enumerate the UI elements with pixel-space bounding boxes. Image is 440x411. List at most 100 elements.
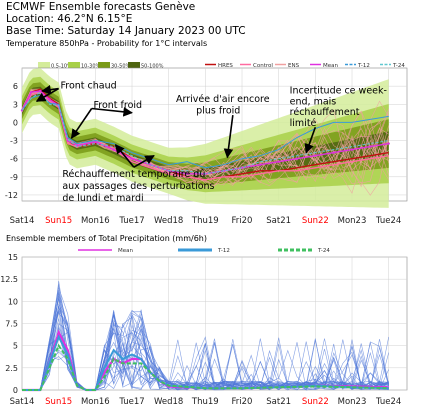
x-tick-label: Thu19 — [191, 216, 219, 226]
x-tick-label: Sat14 — [10, 216, 35, 226]
legend-label-prob: 0.5-10% — [51, 64, 72, 70]
series-line-t-24 — [22, 343, 389, 391]
x-tick-label: Mon23 — [338, 397, 367, 407]
x-tick-label: Fri20 — [232, 216, 253, 226]
annotation-text: Arrivée d'air encore — [176, 94, 270, 105]
legend-label-line: T-12 — [357, 63, 370, 69]
y-tick-label: 0 — [13, 386, 18, 395]
precipitation-chart: 0 2.5 5 7.5 10 12.5 15 Sat14 Sun15 Mon16 Tue17 Wed1… — [0, 253, 408, 407]
x-tick-label: Tue17 — [118, 397, 144, 407]
mean-point — [259, 163, 262, 166]
mean-point — [295, 157, 299, 160]
mean-point — [39, 89, 42, 93]
y-tick-label: 15 — [8, 253, 18, 262]
annotation-arrow — [114, 144, 135, 168]
annotation-text: réchauffement — [290, 107, 360, 118]
legend-swatch-prob — [38, 62, 50, 68]
y-tick-label: 5 — [13, 342, 18, 351]
x-tick-label: Mon23 — [338, 216, 367, 226]
annotation-text: Front froid — [94, 100, 143, 111]
annotation-text: plus froid — [196, 105, 240, 116]
series-line-t-24 — [21, 91, 389, 175]
legend-label-line: Control — [253, 63, 273, 69]
y-tick-label: -12 — [5, 191, 18, 200]
mean-point — [369, 145, 372, 148]
mean-point — [112, 148, 115, 151]
x-tick-label: Mon16 — [81, 216, 110, 226]
x-tick-label: Sat14 — [10, 397, 35, 407]
annotation-arrow — [133, 154, 155, 168]
legend-label-line: T-12 — [217, 248, 230, 254]
x-tick-label: Tue24 — [375, 397, 401, 407]
y-tick-label: 0 — [13, 118, 18, 127]
chart-heading-line3: Base Time: Saturday 14 January 2023 00 U… — [6, 25, 246, 37]
mean-point — [277, 160, 280, 163]
x-tick-label: Mon16 — [81, 397, 110, 407]
chart-heading-line2: Location: 46.2°N 6.15°E — [6, 13, 133, 25]
annotation-arrow — [223, 115, 234, 159]
y-tick-label: 3 — [13, 100, 18, 109]
ensemble-member-line — [21, 90, 389, 185]
temperature-chart-title: Temperature 850hPa - Probability for 1°C… — [6, 39, 208, 48]
temperature-chart: 6 3 0 -3 -6 -9 -12 Sat14 Sun15 Mon16 Tue17 Wed18 Thu… — [5, 67, 408, 226]
series-line-control — [21, 91, 389, 181]
series-line-hres — [21, 88, 389, 181]
x-tick-label: Thu19 — [191, 397, 219, 407]
x-tick-label: Fri20 — [232, 397, 253, 407]
mean-point — [332, 151, 335, 154]
precipitation-chart-title: Ensemble members of Total Precipitation … — [6, 234, 207, 243]
mean-point — [29, 90, 33, 94]
annotation-arrow — [304, 126, 317, 154]
x-tick-label: Wed18 — [154, 216, 183, 226]
annotation-arrow — [35, 87, 60, 102]
mean-point — [185, 172, 189, 175]
annotation-arrow — [41, 84, 59, 95]
legend-label-prob: 10-30% — [81, 64, 101, 70]
legend-swatch-prob — [128, 62, 140, 68]
x-tick-label: Tue24 — [375, 216, 401, 226]
chart-heading-line1: ECMWF Ensemble forecasts Genève — [6, 1, 196, 13]
legend-label-line: Mean — [323, 63, 338, 69]
y-tick-label: -3 — [10, 137, 18, 146]
mean-point — [48, 98, 51, 101]
legend-label-line: ENS — [288, 63, 300, 69]
x-tick-label: Sun22 — [302, 397, 329, 407]
y-tick-label: 7.5 — [5, 320, 18, 329]
y-tick-label: 10 — [8, 297, 18, 306]
mean-point — [387, 142, 390, 145]
x-tick-label: Wed18 — [154, 397, 183, 407]
annotation-text: Front chaud — [61, 81, 117, 92]
annotation-text: Réchauffement temporaire dû — [62, 169, 205, 180]
precipitation-legend: Mean T-12 T-24 — [78, 248, 330, 254]
series-line-t-12 — [21, 94, 389, 169]
legend-label-line: T-24 — [317, 248, 330, 254]
annotation-arrow — [70, 108, 93, 139]
y-tick-label: 6 — [13, 82, 18, 91]
legend-label-line: T-24 — [392, 63, 405, 69]
legend-label-prob: 30-50% — [111, 64, 131, 70]
annotation-text: de lundi et mardi — [62, 193, 143, 204]
annotation-text: limité — [290, 118, 317, 129]
annotation-text: end, mais — [290, 96, 337, 107]
annotation-arrow — [91, 107, 133, 117]
mean-point — [130, 157, 134, 160]
annotation-text: Incertitude ce week- — [290, 85, 387, 96]
x-tick-label: Sun15 — [45, 216, 72, 226]
legend-label-prob: 50-100% — [141, 64, 164, 70]
x-tick-label: Sat21 — [266, 216, 291, 226]
temperature-legend: 0.5-10% 10-30% 30-50% 50-100% HRES Control ENS… — [38, 62, 405, 70]
x-tick-label: Tue17 — [118, 216, 144, 226]
legend-label-line: HRES — [218, 63, 233, 69]
x-tick-label: Sun22 — [302, 216, 329, 226]
y-tick-label: -6 — [10, 155, 18, 164]
legend-swatch-prob — [68, 62, 80, 68]
y-tick-label: 12.5 — [0, 275, 18, 284]
legend-label-line: Mean — [118, 248, 133, 254]
x-tick-label: Sun15 — [45, 397, 72, 407]
y-tick-label: 2.5 — [5, 364, 18, 373]
annotation-text: aux passages des perturbations — [62, 181, 214, 192]
mean-point — [314, 154, 317, 157]
y-tick-label: -9 — [10, 173, 18, 182]
mean-point — [350, 148, 354, 151]
